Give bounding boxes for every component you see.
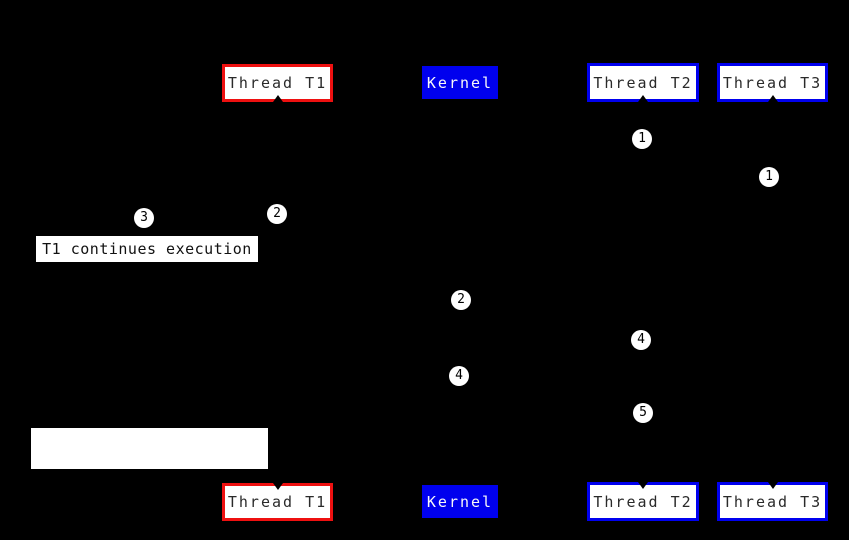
thread-t3-box-bottom: Thread T3: [717, 482, 828, 521]
thread-t2-label-top: Thread T2: [593, 73, 693, 92]
step-1-marker-thread-t2: 1: [632, 129, 652, 149]
thread-t3-label-top: Thread T3: [722, 73, 823, 92]
step-4-marker-thread-t2: 4: [631, 330, 651, 350]
thread-t2-label-bottom: Thread T2: [593, 492, 693, 511]
arrowhead-notch: [638, 95, 648, 102]
thread-t1-box-top: Thread T1: [222, 64, 333, 102]
thread-t2-box-bottom: Thread T2: [587, 482, 699, 521]
arrowhead-notch: [272, 483, 283, 490]
kernel-label-top: Kernel: [426, 73, 494, 92]
step-2-marker-kernel: 2: [451, 290, 471, 310]
arrowhead-notch: [767, 482, 778, 489]
step-4-marker-kernel: 4: [449, 366, 469, 386]
thread-t1-label-bottom: Thread T1: [227, 493, 328, 511]
arrowhead-notch: [767, 95, 778, 102]
arrowhead-notch: [638, 482, 648, 489]
step-2-marker-thread-t1: 2: [267, 204, 287, 224]
kernel-box-top: Kernel: [422, 66, 498, 99]
thread-t1-box-bottom: Thread T1: [222, 483, 333, 521]
thread-t1-label-top: Thread T1: [227, 74, 328, 92]
step-1-marker-thread-t3: 1: [759, 167, 779, 187]
thread-t2-box-top: Thread T2: [587, 63, 699, 102]
arrowhead-notch: [272, 95, 283, 102]
kernel-box-bottom: Kernel: [422, 485, 498, 518]
step-5-marker-thread-t2: 5: [633, 403, 653, 423]
blank-label-box: [31, 428, 268, 469]
kernel-label-bottom: Kernel: [426, 492, 494, 511]
step-3-marker-thread-t1: 3: [134, 208, 154, 228]
thread-t3-box-top: Thread T3: [717, 63, 828, 102]
t1-continues-execution-label: T1 continues execution: [36, 236, 258, 262]
thread-t3-label-bottom: Thread T3: [722, 492, 823, 511]
